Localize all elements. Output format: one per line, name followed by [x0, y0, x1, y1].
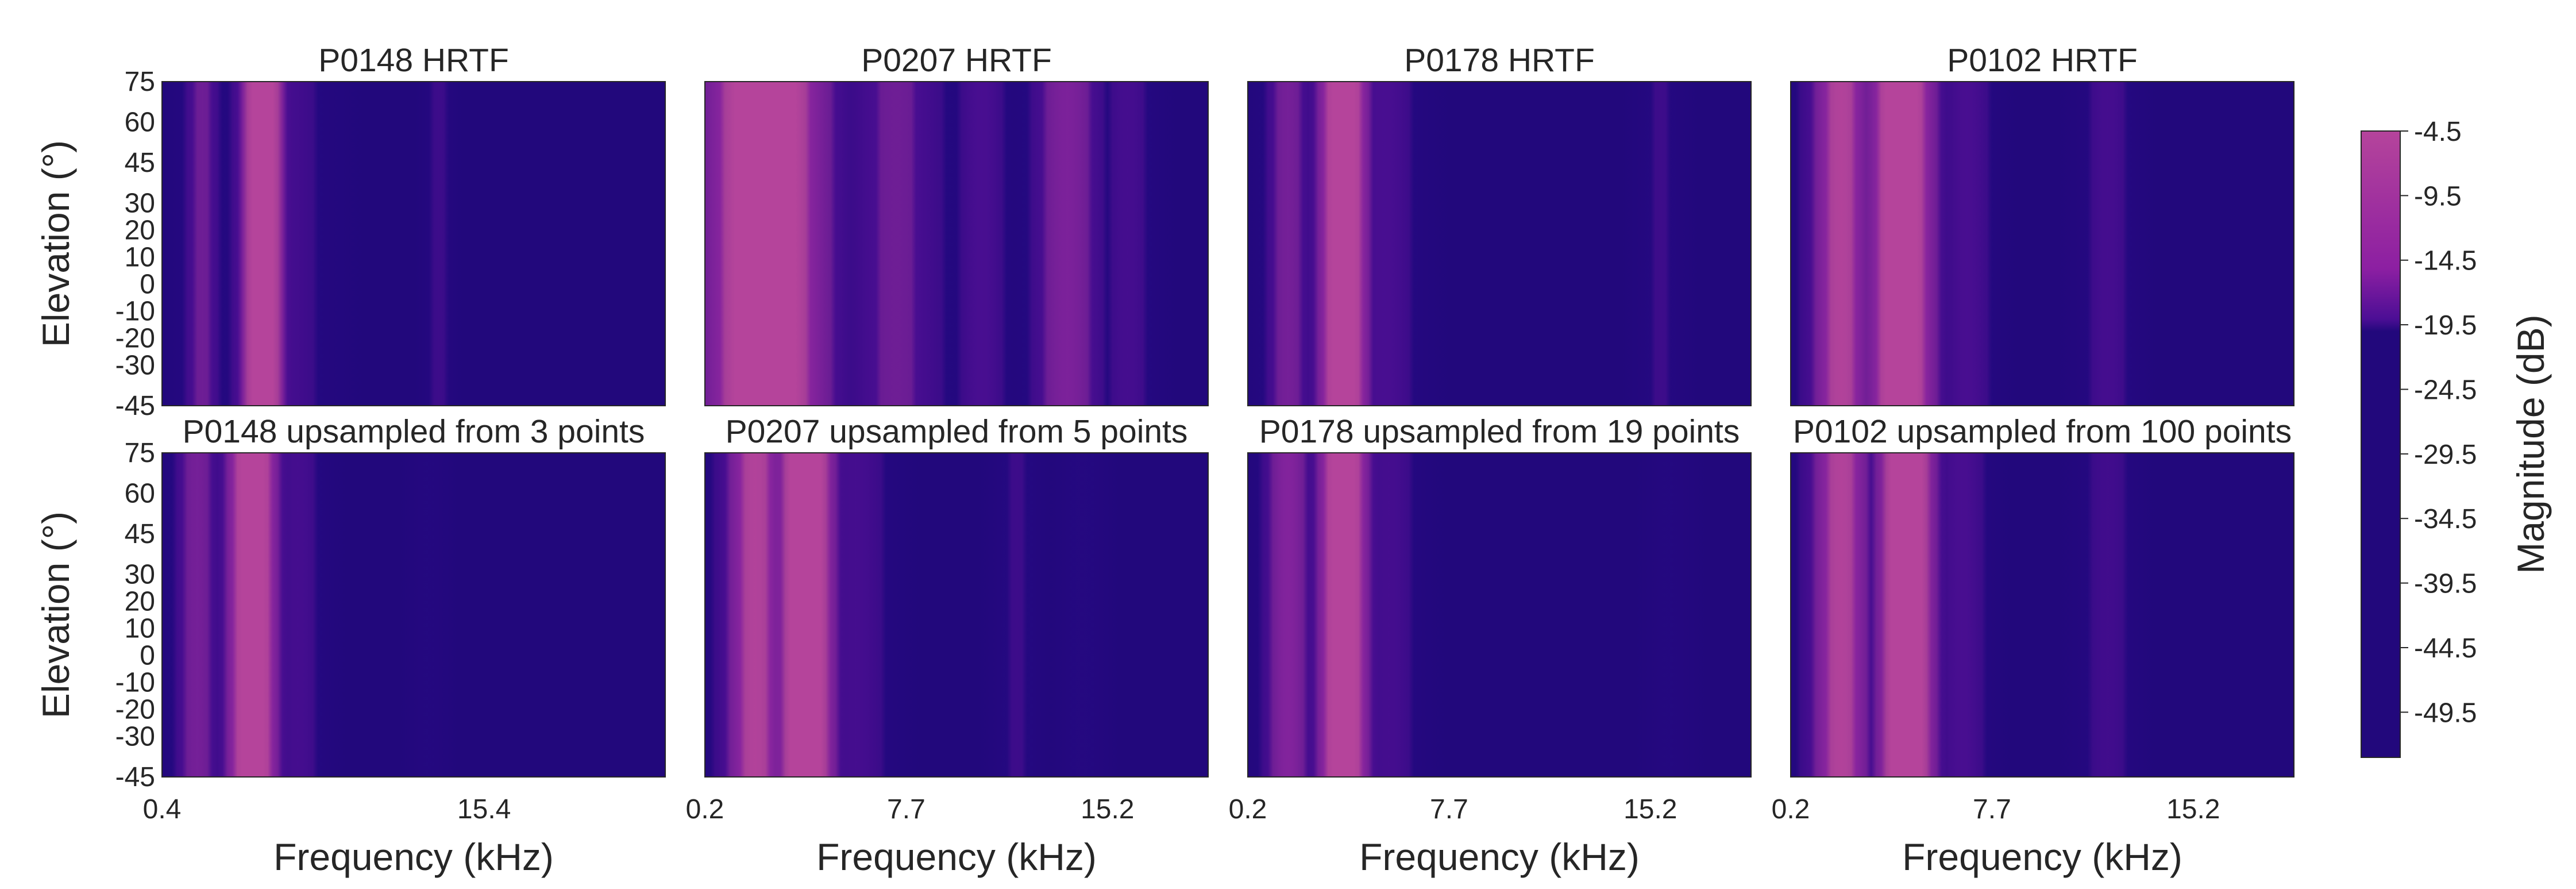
- panel-title: P0178 upsampled from 19 points: [1259, 413, 1740, 450]
- colorbar-label: Magnitude (dB): [2509, 314, 2552, 574]
- y-tick-label: -30: [115, 351, 155, 381]
- x-axis-label: Frequency (kHz): [816, 836, 1097, 878]
- panel-frame: [1790, 81, 2295, 406]
- heatmap-panel-7: P0178 upsampled from 19 points 0.2 7.7 15.2…: [1229, 413, 1752, 878]
- y-tick-label: 60: [125, 107, 155, 138]
- y-axis-label: Elevation (°): [34, 140, 77, 347]
- x-axis-label: Frequency (kHz): [1359, 836, 1640, 878]
- panel-frame: [704, 452, 1209, 778]
- x-tick-label: 15.2: [1081, 794, 1134, 825]
- panel-frame: [161, 452, 666, 778]
- y-tick-label: -30: [115, 722, 155, 752]
- colorbar-tick-label: -4.5: [2414, 117, 2462, 147]
- colorbar-tick-label: -39.5: [2414, 569, 2477, 599]
- x-axis-label: Frequency (kHz): [273, 836, 554, 878]
- heatmap-panel-2: P0207 HRTF: [704, 42, 1209, 406]
- heatmap-panel-4: P0102 HRTF: [1790, 42, 2295, 406]
- panel-title: P0207 upsampled from 5 points: [726, 413, 1188, 450]
- x-tick-label: 15.2: [1624, 794, 1677, 825]
- y-tick-label: -45: [115, 391, 155, 421]
- y-tick-label: 45: [125, 148, 155, 178]
- y-tick-label: 75: [125, 438, 155, 468]
- colorbar-ticks: -4.5 -9.5 -14.5 -19.5 -24.5 -29.5 -34.5 -39.5 -4…: [2400, 117, 2477, 728]
- heatmap-field: [162, 82, 665, 406]
- y-tick-label: 60: [125, 479, 155, 509]
- panel-title: P0148 HRTF: [318, 42, 509, 79]
- y-tick-label: 10: [125, 243, 155, 273]
- y-tick-label: 0: [140, 270, 155, 300]
- heatmap-panel-6: P0207 upsampled from 5 points 0.2 7.7 15.2 F…: [686, 413, 1209, 878]
- colorbar-gradient: [2361, 130, 2401, 758]
- y-tick-label: 45: [125, 519, 155, 549]
- x-tick-label: 0.4: [143, 794, 182, 825]
- x-tick-label: 7.7: [1973, 794, 2011, 825]
- y-tick-label: -45: [115, 762, 155, 792]
- heatmap-field: [1248, 453, 1751, 777]
- panel-frame: [1247, 452, 1752, 778]
- heatmap-panel-3: P0178 HRTF: [1247, 42, 1752, 406]
- heatmap-panel-8: P0102 upsampled from 100 points 0.2 7.7 15.…: [1772, 413, 2295, 878]
- x-axis-label: Frequency (kHz): [1902, 836, 2182, 878]
- y-tick-label: -20: [115, 695, 155, 725]
- colorbar-tick-label: -9.5: [2414, 181, 2462, 211]
- y-tick-label: -20: [115, 324, 155, 354]
- colorbar: -4.5 -9.5 -14.5 -19.5 -24.5 -29.5 -34.5 -39.5 -4…: [2361, 117, 2552, 758]
- heatmap-panels: P0148 HRTF7560453020100-10-20-30-45Eleva…: [34, 42, 2295, 878]
- y-tick-label: 20: [125, 587, 155, 617]
- colorbar-tick-label: -44.5: [2414, 633, 2477, 664]
- panel-frame: [1790, 452, 2295, 778]
- heatmap-field: [705, 82, 1208, 406]
- x-tick-label: 0.2: [1229, 794, 1267, 825]
- y-tick-label: 75: [125, 67, 155, 97]
- panel-frame: [1247, 81, 1752, 406]
- y-tick-label: 20: [125, 215, 155, 246]
- panel-title: P0102 upsampled from 100 points: [1793, 413, 2292, 450]
- heatmap-field: [1248, 82, 1751, 406]
- y-tick-label: 30: [125, 560, 155, 590]
- colorbar-tick-label: -34.5: [2414, 504, 2477, 534]
- colorbar-tick-label: -29.5: [2414, 440, 2477, 470]
- panel-frame: [161, 81, 666, 406]
- colorbar-tick-label: -19.5: [2414, 310, 2477, 341]
- y-tick-label: 30: [125, 188, 155, 219]
- colorbar-tick-label: -24.5: [2414, 375, 2477, 405]
- x-tick-label: 7.7: [1430, 794, 1468, 825]
- y-axis-label: Elevation (°): [34, 511, 77, 718]
- x-tick-label: 7.7: [887, 794, 925, 825]
- panel-frame: [704, 81, 1209, 406]
- x-tick-label: 0.2: [686, 794, 724, 825]
- panel-title: P0178 HRTF: [1404, 42, 1595, 79]
- x-tick-label: 0.2: [1772, 794, 1810, 825]
- heatmap-field: [1791, 453, 2294, 777]
- panel-title: P0102 HRTF: [1947, 42, 2138, 79]
- x-tick-label: 15.2: [2166, 794, 2220, 825]
- heatmap-field: [705, 453, 1208, 777]
- y-tick-label: -10: [115, 297, 155, 327]
- colorbar-tick-label: -49.5: [2414, 698, 2477, 728]
- heatmap-panel-5: P0148 upsampled from 3 points75604530201…: [34, 413, 666, 878]
- heatmap-field: [1791, 82, 2294, 406]
- y-tick-label: -10: [115, 668, 155, 698]
- y-tick-label: 10: [125, 614, 155, 644]
- colorbar-tick-label: -14.5: [2414, 246, 2477, 276]
- heatmap-field: [162, 453, 665, 777]
- panel-title: P0207 HRTF: [861, 42, 1052, 79]
- y-tick-label: 0: [140, 641, 155, 671]
- x-tick-label: 15.4: [457, 794, 511, 825]
- panel-title: P0148 upsampled from 3 points: [183, 413, 645, 450]
